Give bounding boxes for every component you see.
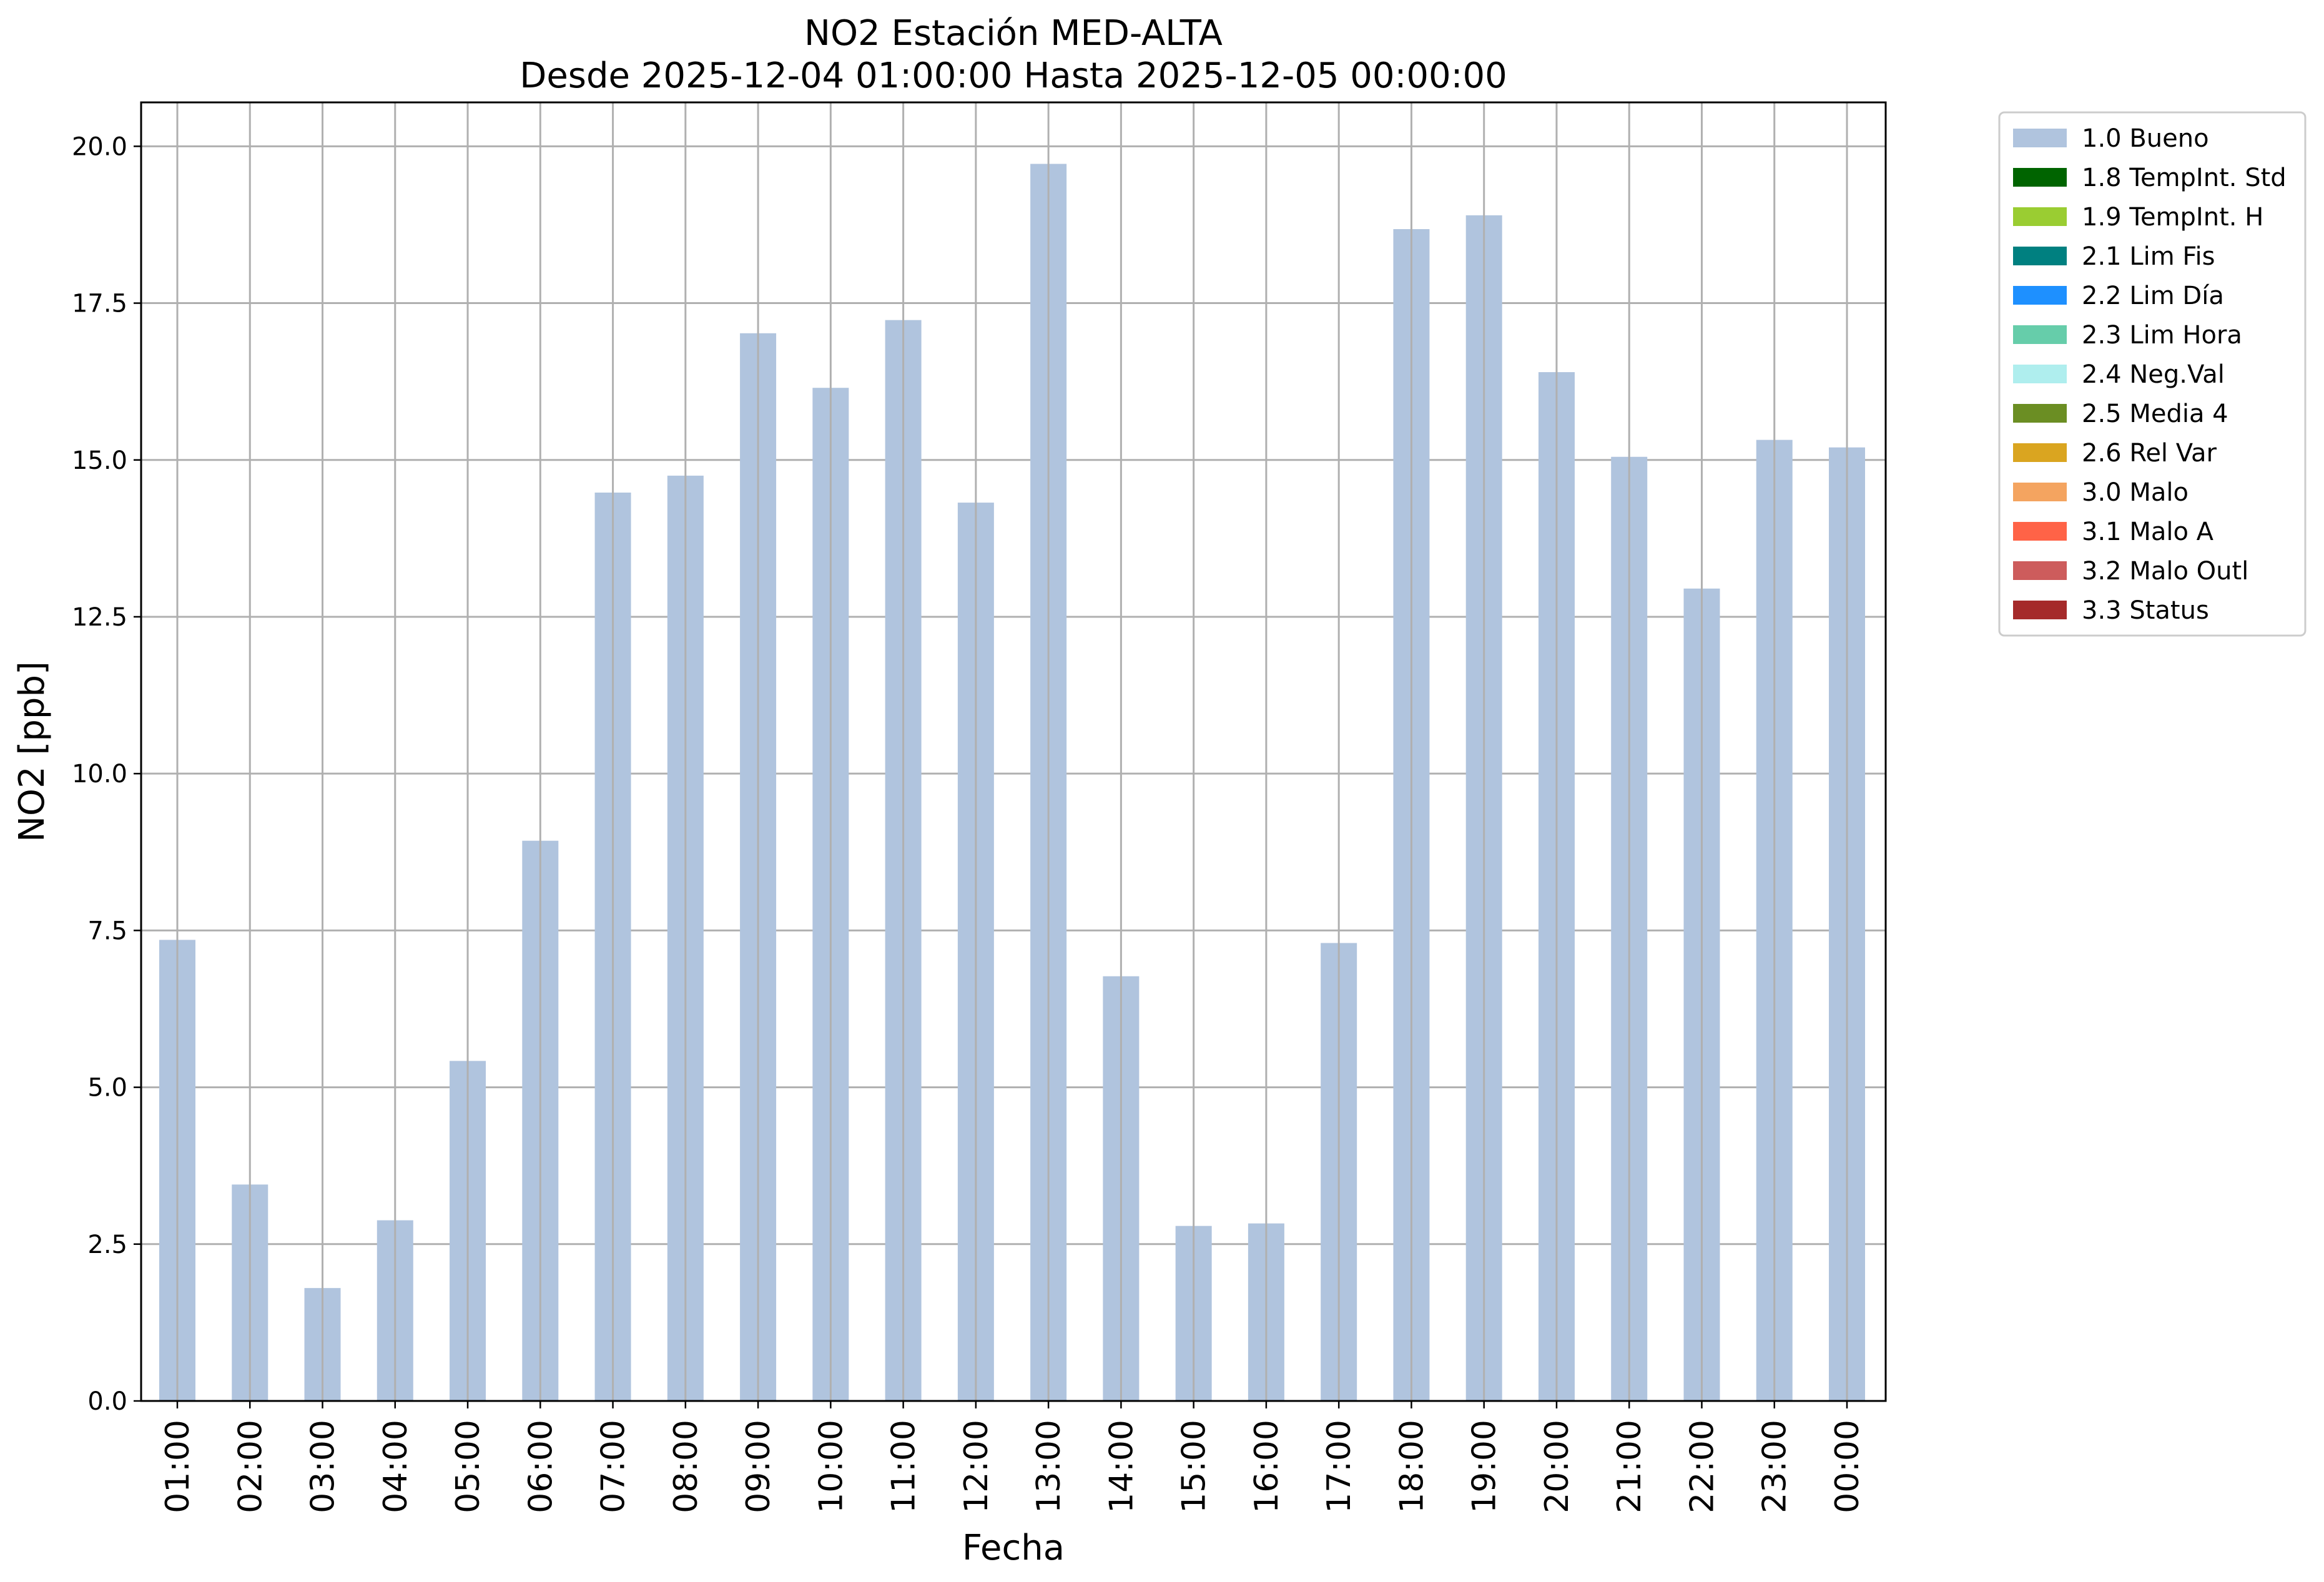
legend-label: 3.2 Malo Outl [2082, 557, 2248, 586]
x-tick-label: 04:00 [377, 1420, 415, 1513]
x-tick-label: 17:00 [1321, 1420, 1358, 1513]
x-axis: 01:00 02:00 03:00 04:00 05:00 06:00 07:00 08:00… [159, 1401, 1866, 1513]
x-tick-label: 21:00 [1611, 1420, 1648, 1513]
legend-swatch [2013, 286, 2067, 305]
x-tick-label: 12:00 [958, 1420, 995, 1513]
legend-label: 2.4 Neg.Val [2082, 360, 2225, 389]
plot-frame [140, 101, 1887, 1402]
legend-label: 2.6 Rel Var [2082, 439, 2217, 468]
y-tick-label: 0.0 [87, 1387, 127, 1416]
legend-swatch [2013, 247, 2067, 265]
legend-label: 1.8 TempInt. Std [2082, 164, 2287, 192]
x-tick-label: 20:00 [1539, 1420, 1576, 1513]
legend-swatch [2013, 168, 2067, 187]
legend-label: 2.3 Lim Hora [2082, 321, 2242, 350]
bars-layer [159, 164, 1865, 1402]
x-tick-label: 14:00 [1103, 1420, 1140, 1513]
legend-swatch [2013, 207, 2067, 226]
legend-frame [1998, 111, 2307, 637]
x-tick-label: 22:00 [1683, 1420, 1721, 1513]
y-tick-label: 10.0 [72, 760, 127, 789]
legend-swatch [2013, 522, 2067, 541]
legend-swatch [2013, 601, 2067, 619]
x-tick-label: 03:00 [305, 1420, 342, 1513]
grid-layer [141, 145, 1886, 1402]
legend-swatch [2013, 404, 2067, 423]
legend-swatch [2013, 129, 2067, 147]
y-tick-label: 2.5 [87, 1231, 127, 1259]
legend-swatch [2013, 561, 2067, 580]
y-tick-label: 20.0 [72, 132, 127, 161]
x-tick-label: 01:00 [159, 1420, 197, 1513]
x-tick-label: 10:00 [812, 1420, 850, 1513]
legend-label: 1.9 TempInt. H [2082, 203, 2263, 232]
x-tick-label: 09:00 [740, 1420, 777, 1513]
x-tick-label: 23:00 [1756, 1420, 1794, 1513]
x-tick-label: 00:00 [1829, 1420, 1866, 1513]
x-grid-layer [176, 102, 1848, 1401]
x-tick-label: 13:00 [1030, 1420, 1068, 1513]
legend-label: 2.2 Lim Día [2082, 282, 2224, 310]
y-axis: 0.0 2.5 5.0 7.5 10.0 12.5 15.0 17.5 20.0 [72, 132, 141, 1416]
x-tick-label: 05:00 [450, 1420, 487, 1513]
x-tick-label: 06:00 [522, 1420, 559, 1513]
y-tick-label: 5.0 [87, 1074, 127, 1103]
legend-label: 2.5 Media 4 [2082, 400, 2228, 428]
x-tick-label: 19:00 [1466, 1420, 1504, 1513]
legend-label: 1.0 Bueno [2082, 124, 2209, 153]
chart-subtitle: Desde 2025-12-04 01:00:00 Hasta 2025-12-… [519, 56, 1507, 96]
x-tick-label: 15:00 [1176, 1420, 1213, 1513]
x-tick-label: 16:00 [1248, 1420, 1286, 1513]
legend-label: 3.1 Malo A [2082, 518, 2214, 546]
y-tick-label: 15.0 [72, 446, 127, 475]
x-tick-label: 18:00 [1393, 1420, 1430, 1513]
y-axis-label: NO2 [ppb] [12, 661, 52, 842]
x-tick-label: 11:00 [885, 1420, 923, 1513]
legend-label: 3.0 Malo [2082, 478, 2189, 507]
legend-swatch [2013, 443, 2067, 462]
legend-label: 3.3 Status [2082, 596, 2209, 625]
legend-swatch [2013, 483, 2067, 501]
y-tick-label: 7.5 [87, 916, 127, 945]
x-axis-label: Fecha [962, 1528, 1065, 1568]
chart-title: NO2 Estación MED-ALTA [804, 13, 1223, 54]
legend: 1.0 Bueno 1.8 TempInt. Std 1.9 TempInt. H 2… [1998, 111, 2307, 637]
legend-swatch [2013, 365, 2067, 383]
legend-label: 2.1 Lim Fis [2082, 242, 2215, 271]
legend-swatch [2013, 325, 2067, 344]
x-tick-label: 08:00 [667, 1420, 705, 1513]
x-tick-label: 02:00 [232, 1420, 269, 1513]
x-tick-label: 07:00 [595, 1420, 633, 1513]
y-tick-label: 17.5 [72, 290, 127, 318]
y-tick-label: 12.5 [72, 603, 127, 632]
